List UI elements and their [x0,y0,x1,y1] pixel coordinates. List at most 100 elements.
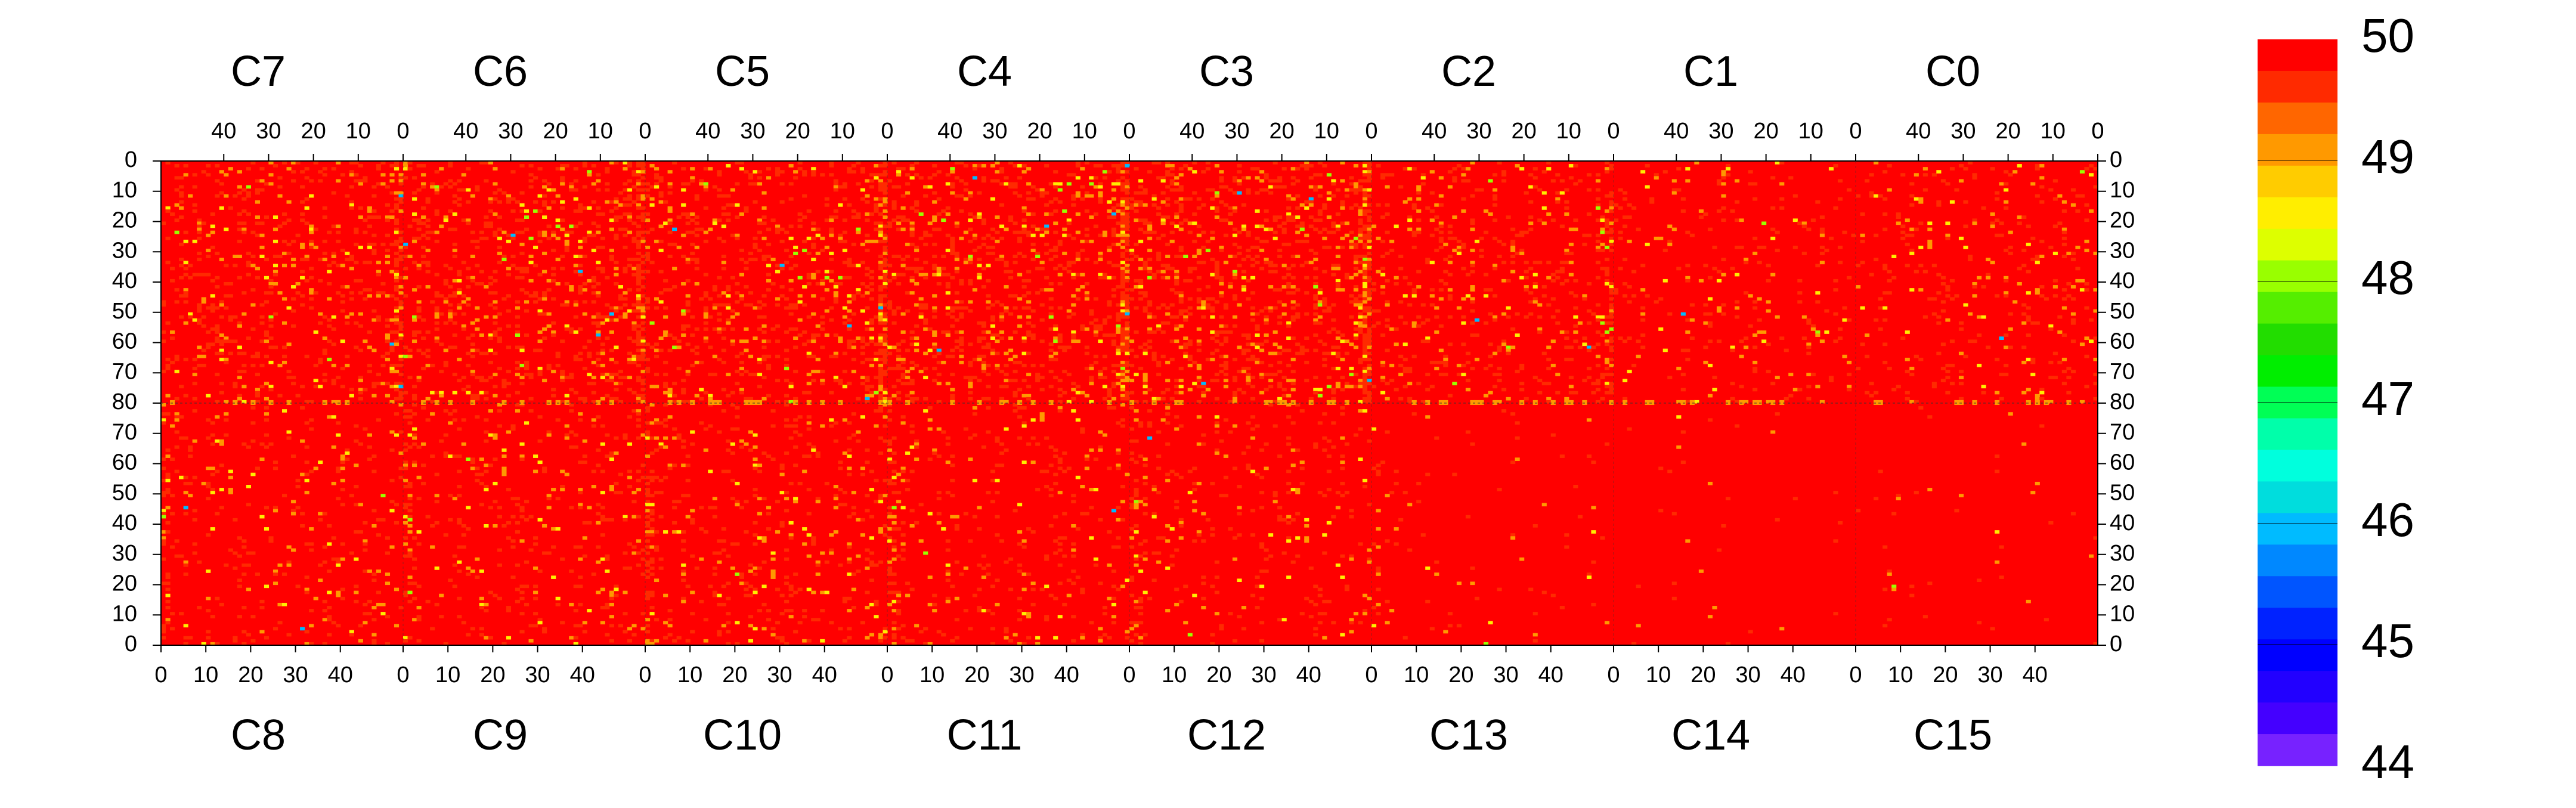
heatmap-cell [376,569,382,573]
heatmap-cell [376,373,382,376]
heatmap-cell [210,442,215,446]
heatmap-cell [398,182,404,186]
heatmap-cell [582,554,587,558]
heatmap-cell [596,267,601,271]
heatmap-cell [891,345,897,349]
heatmap-cell [394,364,400,367]
heatmap-cell [753,306,758,310]
heatmap-cell [1013,409,1018,413]
heatmap-cell [600,469,605,473]
heatmap-cell [600,518,605,522]
heatmap-cell [627,566,633,570]
heatmap-cell [282,212,287,216]
heatmap-cell [1102,170,1108,174]
heatmap-cell [331,342,336,346]
heatmap-cell [304,255,309,258]
heatmap-cell [228,339,233,343]
heatmap-cell [811,536,816,540]
heatmap-cell [578,264,583,268]
heatmap-cell [891,312,897,316]
heatmap-cell [318,460,323,465]
heatmap-cell [1143,351,1148,355]
heatmap-cell [636,161,642,165]
heatmap-cell [649,527,655,531]
heatmap-cell [371,348,377,352]
heatmap-cell [304,491,309,494]
heatmap-cell [753,373,758,376]
heatmap-cell [797,224,803,228]
heatmap-cell [636,278,642,283]
heatmap-cell [206,609,211,612]
heatmap-cell [1098,370,1103,373]
heatmap-cell [703,291,708,295]
heatmap-cell [1093,488,1098,491]
heatmap-cell [165,206,171,210]
heatmap-cell [1021,209,1027,213]
heatmap-cell [596,312,601,316]
heatmap-cell [1030,212,1036,216]
heatmap-cell [295,478,301,482]
heatmap-cell [874,203,879,207]
heatmap-cell [1075,339,1080,343]
heatmap-cell [730,327,735,331]
heatmap-cell [883,224,888,228]
heatmap-cell [905,394,911,398]
heatmap-cell [717,303,722,307]
heatmap-cell [932,342,937,346]
heatmap-cell [753,572,758,576]
heatmap-cell [425,249,431,252]
heatmap-cell [578,239,583,243]
heatmap-cell [237,615,242,618]
heatmap-cell [591,321,596,325]
heatmap-cell [219,382,224,386]
heatmap-cell [434,291,439,295]
heatmap-cell [246,194,251,198]
heatmap-cell [488,506,493,510]
heatmap-cell [891,275,897,280]
heatmap-cell [990,348,996,352]
heatmap-cell [497,227,503,231]
heatmap-cell [986,491,991,494]
heatmap-cell [963,188,968,192]
heatmap-cell [717,593,722,598]
heatmap-cell [1021,278,1027,283]
heatmap-cell [493,593,498,598]
heatmap-cell [573,584,578,589]
heatmap-cell [273,312,278,316]
heatmap-cell [721,602,726,606]
heatmap-cell [856,264,861,268]
heatmap-cell [627,288,633,292]
heatmap-cell [555,258,561,262]
heatmap-cell [268,385,274,389]
heatmap-cell [609,312,614,316]
heatmap-cell [242,563,247,567]
heatmap-cell [179,315,184,319]
heatmap-cell [887,300,893,304]
heatmap-cell [403,167,408,171]
heatmap-cell [1111,197,1117,201]
heatmap-cell [371,249,377,252]
heatmap-cell [883,278,888,283]
heatmap-cell [452,182,457,186]
heatmap-cell [623,233,628,237]
heatmap-cell [376,315,382,319]
heatmap-cell [546,433,552,437]
heatmap-cell [1102,273,1108,277]
heatmap-cell [519,364,525,367]
heatmap-cell [1089,364,1094,367]
heatmap-cell [883,215,888,219]
heatmap-cell [1026,233,1032,237]
heatmap-cell [730,566,735,570]
heatmap-cell [1138,258,1144,262]
heatmap-cell [582,536,587,540]
heatmap-cell [770,457,776,462]
heatmap-cell [636,252,642,255]
heatmap-cell [349,551,354,555]
heatmap-cell [887,539,893,543]
heatmap-cell [636,478,642,482]
heatmap-cell [649,451,655,455]
heatmap-cell [878,267,884,271]
heatmap-cell [394,285,400,289]
heatmap-cell [878,500,884,504]
heatmap-cell [820,345,825,349]
